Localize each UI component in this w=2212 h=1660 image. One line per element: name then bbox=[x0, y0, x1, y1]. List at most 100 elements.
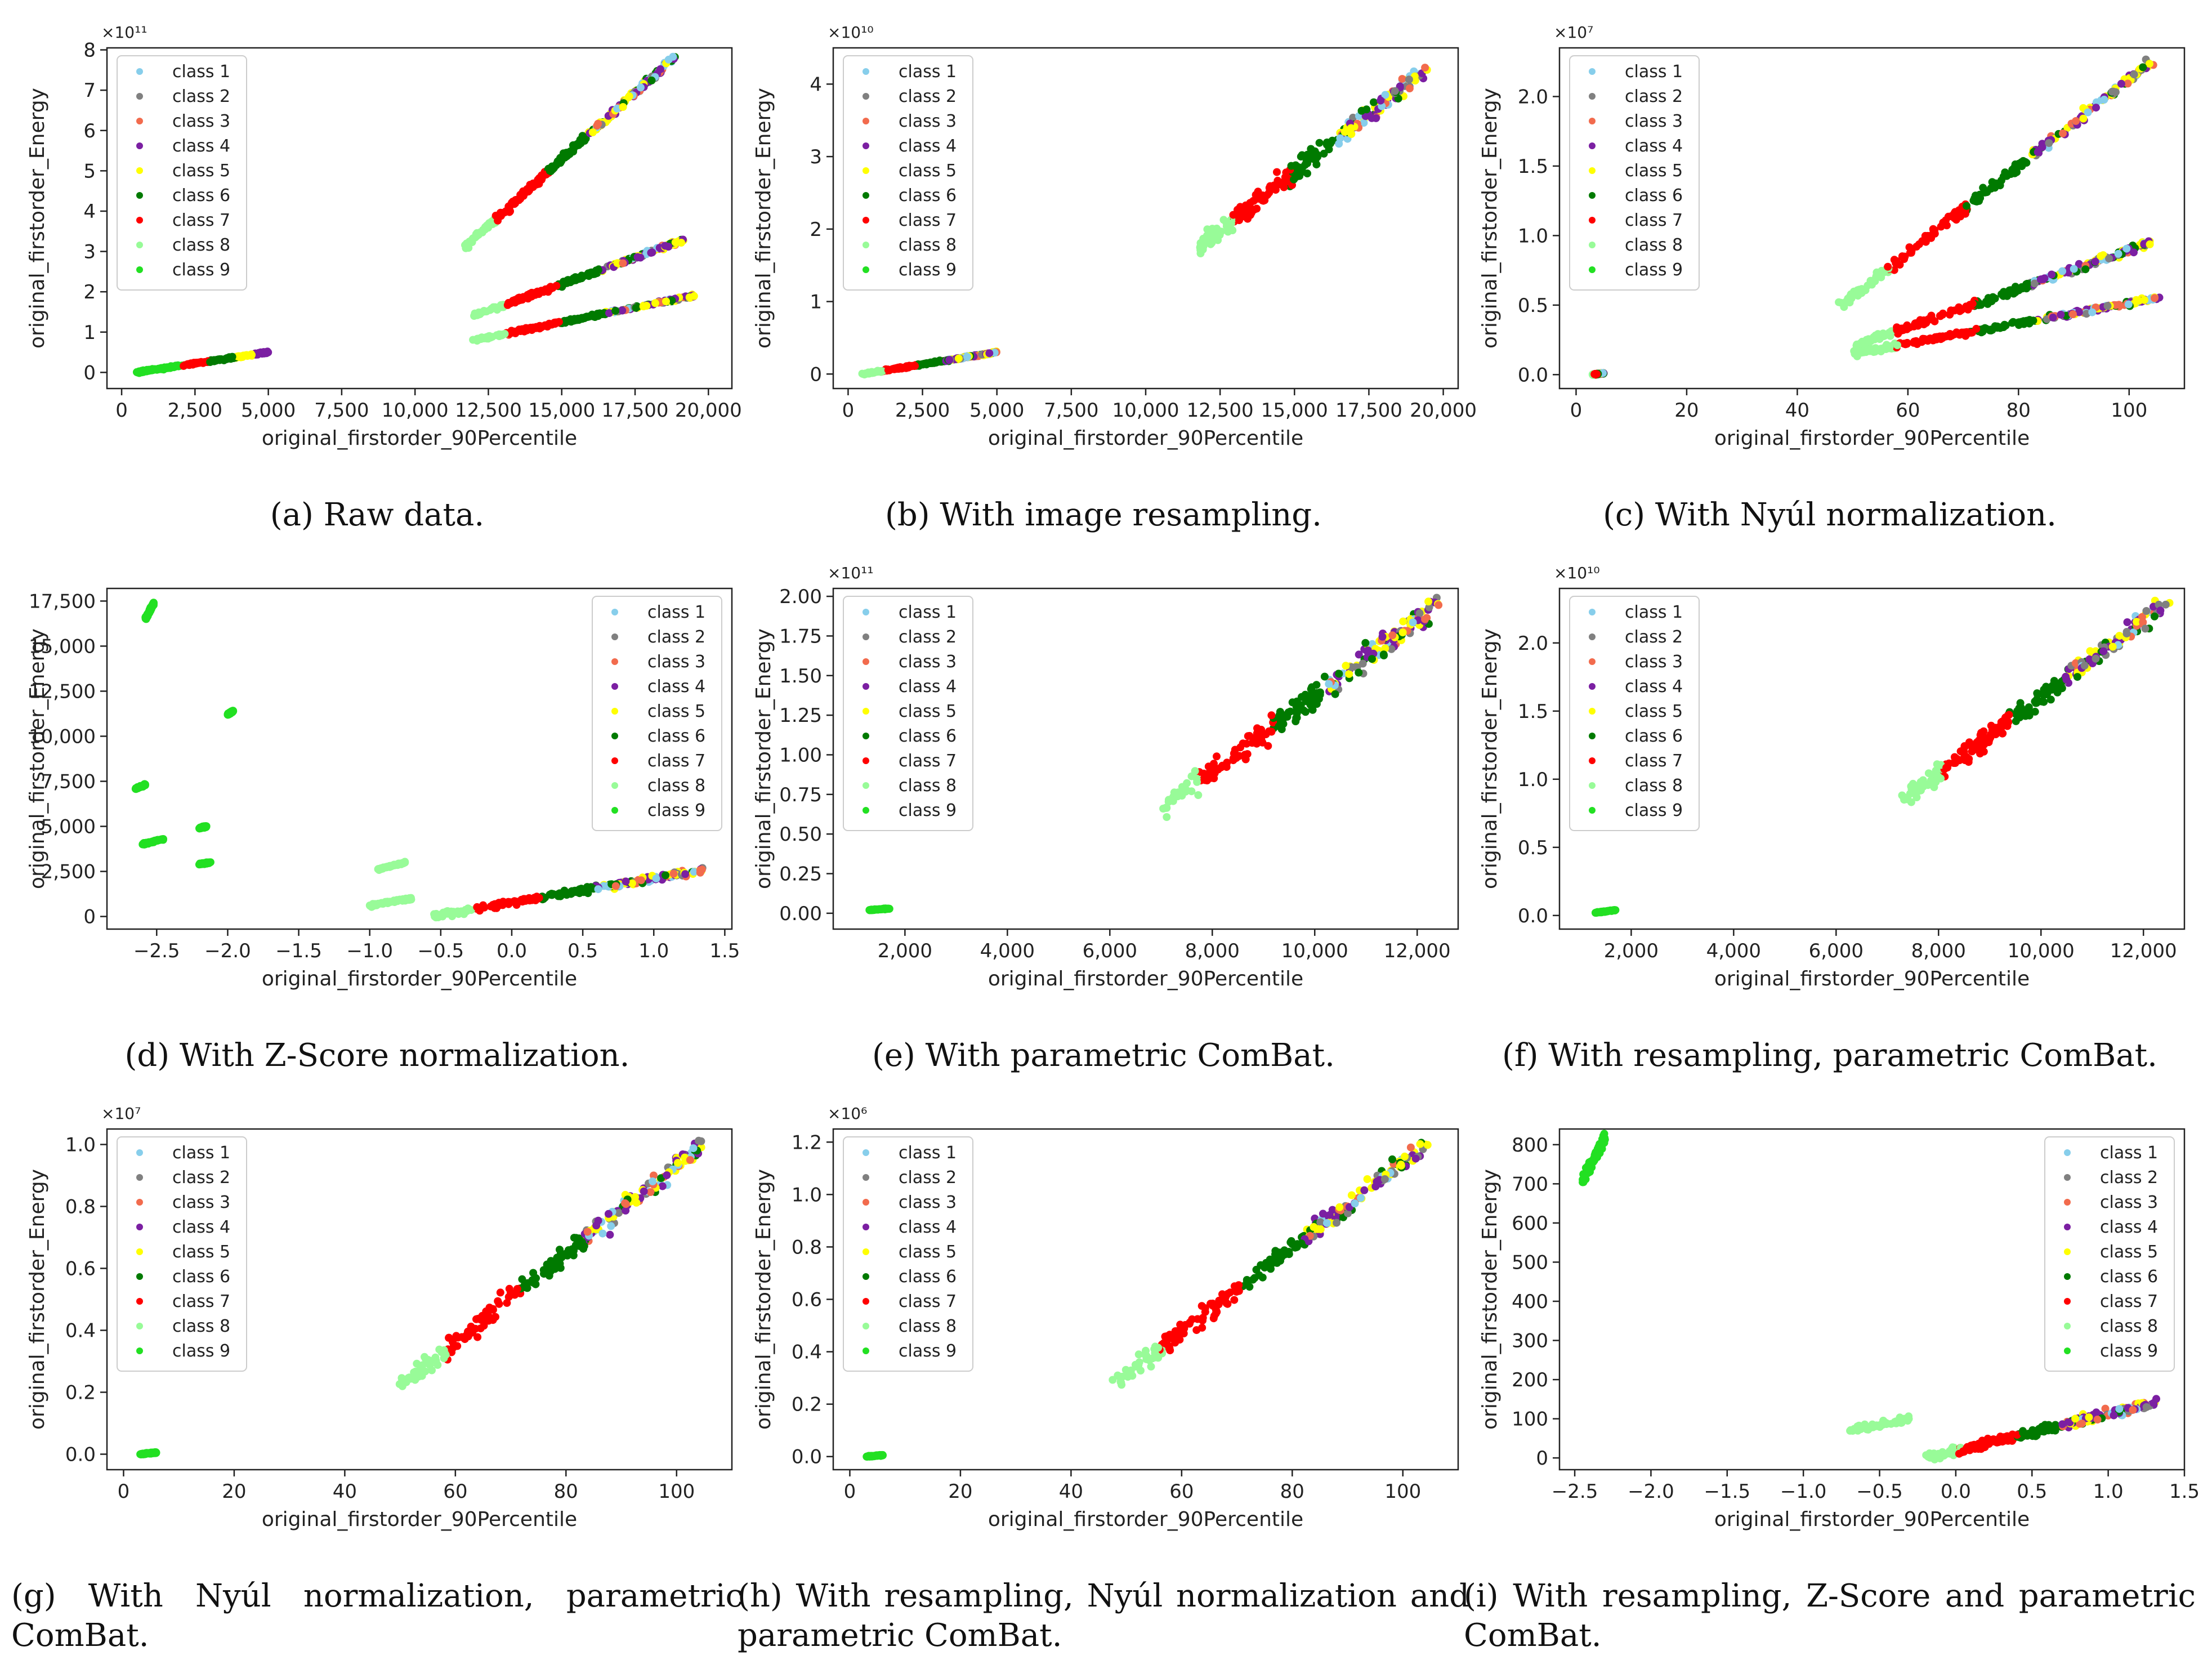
point-class-9 bbox=[151, 837, 160, 845]
point-class-7 bbox=[1978, 741, 1986, 749]
point-class-4 bbox=[618, 306, 627, 315]
point-class-5 bbox=[248, 351, 256, 359]
point-class-6 bbox=[1290, 175, 1298, 184]
point-class-5 bbox=[1345, 670, 1353, 678]
legend-marker bbox=[611, 782, 618, 789]
point-class-7 bbox=[1927, 231, 1935, 240]
y-tick-label: 1 bbox=[810, 291, 822, 314]
point-class-7 bbox=[1998, 729, 2007, 738]
point-class-6 bbox=[1320, 672, 1329, 681]
legend-marker bbox=[611, 683, 618, 690]
x-tick-label: 5,000 bbox=[241, 399, 296, 422]
point-class-2 bbox=[2045, 139, 2053, 147]
point-class-5 bbox=[2146, 240, 2154, 248]
legend-label: class 2 bbox=[1625, 87, 1683, 106]
legend-label: class 1 bbox=[899, 603, 957, 622]
point-class-7 bbox=[1234, 212, 1243, 221]
point-class-6 bbox=[2049, 684, 2058, 693]
point-class-7 bbox=[1202, 775, 1210, 784]
point-class-7 bbox=[1243, 750, 1252, 758]
point-class-3 bbox=[1398, 75, 1406, 83]
legend-marker bbox=[1589, 633, 1596, 640]
point-class-3 bbox=[2059, 129, 2067, 137]
point-class-7 bbox=[1950, 209, 1958, 218]
legend-box bbox=[117, 1136, 247, 1372]
point-class-8 bbox=[388, 862, 397, 870]
legend-marker bbox=[611, 708, 618, 715]
legend-label: class 3 bbox=[1625, 652, 1683, 672]
point-class-7 bbox=[1985, 735, 1993, 743]
point-class-7 bbox=[555, 318, 563, 326]
point-class-8 bbox=[488, 304, 497, 313]
point-class-7 bbox=[1968, 747, 1976, 756]
axes-frame bbox=[106, 587, 733, 930]
point-class-6 bbox=[1988, 325, 1996, 334]
point-class-6 bbox=[206, 358, 215, 366]
point-class-7 bbox=[513, 1285, 521, 1293]
y-tick-label: 1.00 bbox=[779, 744, 822, 766]
point-class-7 bbox=[1912, 337, 1920, 345]
point-class-1 bbox=[690, 868, 698, 876]
point-class-6 bbox=[1996, 323, 2004, 332]
x-tick-label: 12,500 bbox=[1187, 399, 1254, 422]
point-class-6 bbox=[570, 1234, 578, 1242]
y-tick-label: 5 bbox=[83, 160, 96, 182]
point-class-7 bbox=[193, 359, 201, 368]
y-scale-factor: ×10⁷ bbox=[1554, 23, 1593, 42]
points-h bbox=[863, 1139, 1432, 1461]
point-class-7 bbox=[1280, 179, 1289, 187]
point-class-6 bbox=[549, 890, 557, 898]
legend-label: class 7 bbox=[899, 211, 957, 230]
x-tick-label: 4,000 bbox=[1706, 940, 1761, 962]
y-tick-label: 0.75 bbox=[779, 784, 822, 806]
point-class-8 bbox=[381, 898, 390, 906]
legend-marker bbox=[611, 733, 618, 739]
point-class-7 bbox=[491, 1313, 499, 1321]
legend-label: class 5 bbox=[172, 1242, 230, 1262]
point-class-8 bbox=[460, 908, 468, 916]
point-class-9 bbox=[144, 840, 153, 848]
point-class-5 bbox=[1411, 77, 1419, 85]
y-tick-label: 0 bbox=[810, 363, 822, 386]
point-class-6 bbox=[216, 356, 224, 364]
point-class-5 bbox=[1342, 662, 1350, 670]
point-class-6 bbox=[521, 1282, 529, 1291]
point-class-7 bbox=[1942, 764, 1951, 772]
legend-label: class 8 bbox=[647, 776, 705, 796]
point-class-4 bbox=[1377, 96, 1385, 105]
point-class-1 bbox=[2088, 308, 2097, 316]
point-class-9 bbox=[142, 613, 150, 621]
point-class-6 bbox=[1292, 717, 1300, 725]
point-class-1 bbox=[2058, 267, 2067, 275]
legend-marker bbox=[863, 242, 869, 248]
point-class-6 bbox=[1288, 698, 1297, 707]
point-class-6 bbox=[556, 157, 564, 166]
point-class-8 bbox=[1844, 297, 1852, 306]
legend-label: class 2 bbox=[647, 627, 705, 647]
y-tick-label: 2,500 bbox=[41, 861, 96, 883]
point-class-1 bbox=[689, 1144, 698, 1153]
y-tick-label: 1 bbox=[83, 322, 96, 344]
point-class-6 bbox=[1301, 708, 1310, 716]
point-class-8 bbox=[1191, 767, 1199, 775]
point-class-6 bbox=[2150, 612, 2159, 621]
point-class-7 bbox=[1960, 742, 1969, 750]
legend-label: class 8 bbox=[172, 1317, 230, 1336]
point-class-6 bbox=[2011, 283, 2019, 291]
point-class-8 bbox=[1208, 239, 1216, 247]
legend-label: class 6 bbox=[899, 726, 957, 746]
legend-label: class 9 bbox=[172, 260, 230, 280]
point-class-3 bbox=[2071, 659, 2080, 667]
legend-label: class 6 bbox=[899, 186, 957, 206]
point-class-4 bbox=[2037, 275, 2046, 283]
legend-label: class 1 bbox=[1625, 603, 1683, 622]
y-scale-factor: ×10¹¹ bbox=[828, 564, 874, 582]
point-class-9 bbox=[172, 362, 180, 370]
point-class-7 bbox=[498, 209, 506, 217]
point-class-6 bbox=[2073, 673, 2081, 681]
point-class-6 bbox=[2010, 169, 2019, 177]
point-class-7 bbox=[471, 1324, 480, 1333]
y-tick-label: 3 bbox=[810, 146, 822, 168]
point-class-6 bbox=[1357, 106, 1366, 115]
point-class-7 bbox=[1267, 728, 1276, 736]
